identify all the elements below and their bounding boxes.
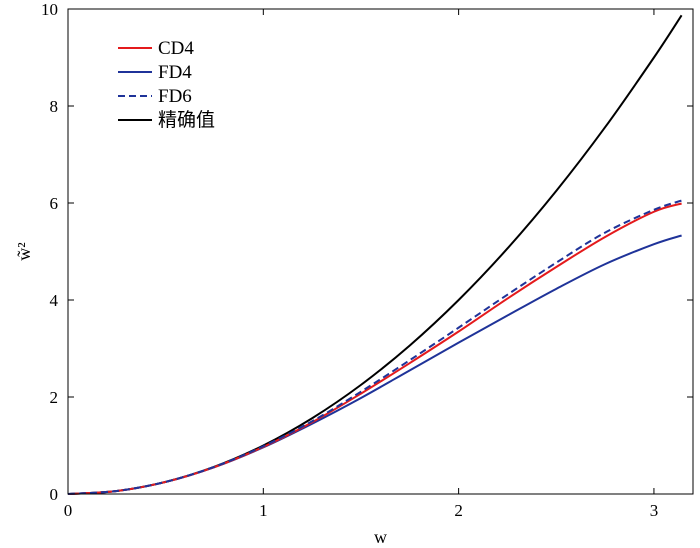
x-tick-label: 1 xyxy=(259,501,268,520)
legend-label-cd4: CD4 xyxy=(158,38,194,59)
legend-label-exact: 精确值 xyxy=(158,109,215,131)
legend-label-fd6: FD6 xyxy=(158,86,192,107)
y-tick-label: 4 xyxy=(50,291,59,310)
series-cd4-line xyxy=(67,202,682,495)
y-tick-label: 6 xyxy=(50,194,59,213)
y-axis-label: w̃² xyxy=(14,242,34,260)
series-fd4-line xyxy=(67,234,682,495)
tick-labels: 0 1 2 3 0 2 4 6 8 10 xyxy=(41,0,658,520)
y-tick-label: 2 xyxy=(50,388,59,407)
axis-ticks xyxy=(67,8,693,495)
series-layer xyxy=(67,14,683,495)
plot-frame xyxy=(67,8,694,495)
x-tick-label: 3 xyxy=(650,501,659,520)
y-tick-label: 10 xyxy=(41,0,58,19)
x-tick-label: 2 xyxy=(454,501,463,520)
x-axis-label: w xyxy=(374,527,387,547)
y-tick-label: 8 xyxy=(50,97,59,116)
x-tick-label: 0 xyxy=(64,501,73,520)
series-fd6-line xyxy=(67,199,682,495)
y-tick-label: 0 xyxy=(50,485,59,504)
legend-label-fd4: FD4 xyxy=(158,62,192,83)
